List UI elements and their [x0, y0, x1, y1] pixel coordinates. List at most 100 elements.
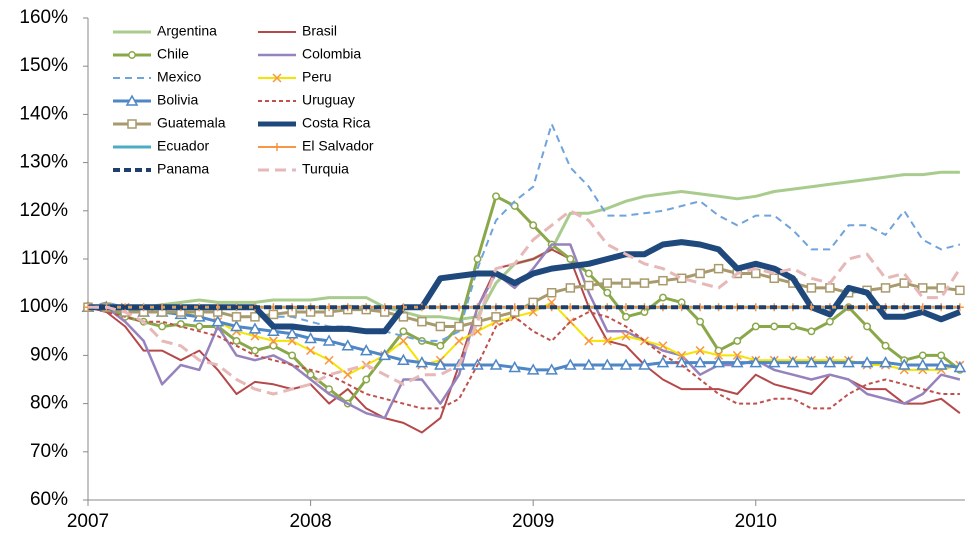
y-tick-label: 160% — [19, 7, 68, 28]
marker — [769, 273, 779, 284]
marker — [601, 358, 614, 370]
marker — [916, 358, 929, 370]
marker — [545, 363, 558, 375]
marker — [566, 255, 575, 263]
marker — [638, 358, 651, 370]
marker — [918, 351, 927, 360]
marker — [434, 358, 447, 370]
marker — [584, 336, 594, 346]
marker — [584, 280, 594, 291]
y-tick-label: 80% — [30, 393, 68, 414]
series-line — [88, 209, 962, 396]
marker — [658, 275, 668, 286]
y-tick-label: 70% — [30, 441, 68, 462]
marker — [749, 356, 763, 368]
legend-label: El Salvador — [302, 138, 374, 154]
marker — [582, 358, 596, 370]
marker — [695, 346, 705, 356]
legend-item: Argentina — [113, 23, 217, 39]
marker — [285, 327, 299, 339]
series-line — [88, 243, 961, 420]
marker — [621, 331, 631, 341]
marker — [732, 350, 742, 360]
marker — [658, 341, 668, 351]
y-tick-label: 120% — [19, 200, 68, 221]
marker — [937, 351, 946, 360]
marker — [128, 51, 136, 59]
marker — [306, 346, 316, 356]
marker — [232, 336, 241, 345]
marker — [362, 375, 371, 384]
marker — [602, 278, 613, 288]
marker — [677, 350, 687, 360]
marker — [622, 312, 630, 321]
marker — [712, 356, 725, 368]
marker — [268, 336, 278, 346]
marker — [510, 202, 519, 210]
marker — [397, 353, 410, 365]
y-tick-label: 130% — [19, 152, 68, 173]
marker — [825, 283, 835, 293]
legend-item: Uruguay — [258, 92, 355, 108]
legend-item: Ecuador — [113, 138, 209, 154]
legend-label: Panama — [157, 161, 209, 177]
legend-label: Bolivia — [157, 92, 198, 108]
x-tick-label: 2007 — [67, 511, 109, 532]
marker — [489, 358, 503, 370]
marker — [195, 322, 204, 331]
legend-label: Brasil — [302, 23, 337, 39]
marker — [770, 322, 779, 331]
marker — [341, 339, 355, 351]
marker — [807, 327, 816, 336]
y-tick-label: 150% — [19, 55, 68, 76]
legend: Argentina Brasil Chile Colombia Mexico Peru Bo… — [113, 23, 374, 177]
marker — [248, 322, 262, 334]
marker — [823, 356, 837, 368]
legend-item: El Salvador — [258, 138, 374, 154]
marker — [863, 322, 872, 331]
legend-label: Peru — [302, 69, 332, 85]
marker — [269, 341, 278, 350]
marker — [288, 351, 297, 360]
marker — [675, 356, 688, 368]
legend-label: Mexico — [157, 69, 202, 85]
legend-label: Ecuador — [157, 138, 209, 154]
marker — [508, 360, 521, 373]
marker — [492, 192, 500, 201]
series-line — [87, 248, 961, 434]
marker — [267, 324, 280, 337]
x-tick-label: 2008 — [289, 511, 331, 532]
marker — [454, 321, 464, 332]
marker — [693, 356, 707, 368]
marker — [713, 263, 724, 274]
marker — [399, 327, 408, 336]
marker — [676, 273, 687, 284]
marker — [658, 293, 667, 302]
marker — [343, 370, 353, 380]
y-tick-label: 60% — [30, 489, 68, 510]
marker — [564, 358, 577, 370]
marker — [881, 341, 890, 350]
legend-item: Colombia — [258, 46, 361, 62]
marker — [786, 356, 800, 368]
marker — [306, 370, 315, 379]
marker — [359, 344, 373, 356]
marker — [955, 285, 965, 296]
marker — [897, 358, 911, 370]
marker — [304, 331, 317, 344]
marker — [714, 350, 724, 360]
marker — [324, 355, 334, 365]
marker — [454, 336, 464, 346]
marker — [272, 73, 282, 83]
marker — [325, 385, 334, 394]
marker — [899, 278, 909, 288]
marker — [398, 336, 408, 346]
marker — [917, 283, 928, 293]
marker — [879, 356, 892, 368]
legend-item: Guatemala — [113, 115, 226, 131]
marker — [602, 336, 612, 346]
marker — [714, 346, 723, 355]
marker — [268, 309, 279, 320]
marker — [322, 334, 336, 346]
